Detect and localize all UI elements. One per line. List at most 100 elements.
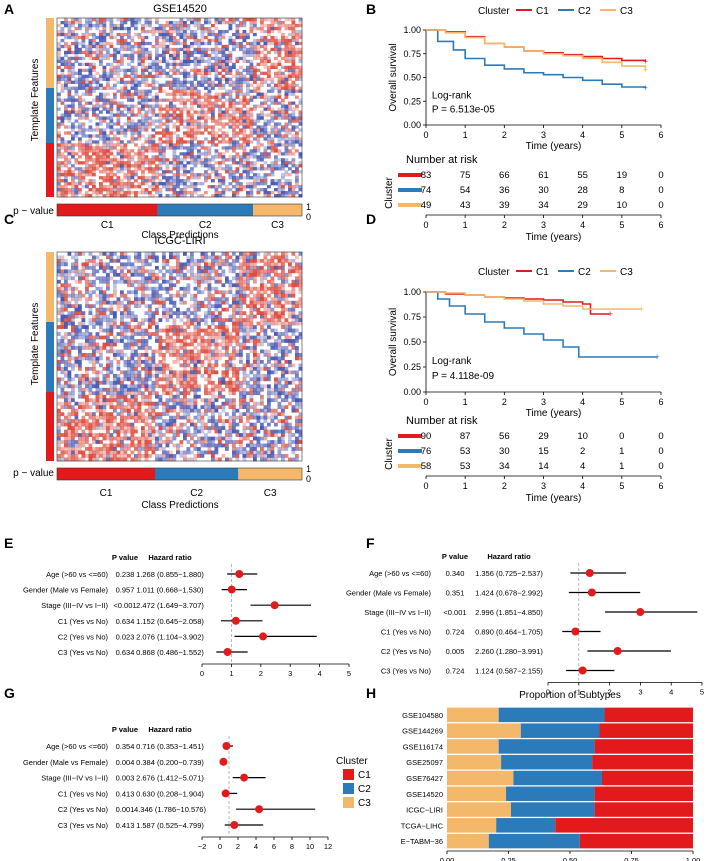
heatmap-cell bbox=[141, 276, 145, 281]
heatmap-cell bbox=[155, 44, 159, 49]
heatmap-cell bbox=[186, 349, 191, 354]
heatmap-cell bbox=[281, 349, 285, 354]
heatmap-cell bbox=[64, 158, 68, 162]
heatmap-cell bbox=[228, 356, 233, 361]
heatmap-cell bbox=[169, 41, 173, 46]
heatmap-cell bbox=[214, 56, 219, 61]
heatmap-cell bbox=[274, 56, 278, 61]
heatmap-cell bbox=[267, 173, 271, 177]
heatmap-cell bbox=[92, 32, 96, 37]
heatmap-cell bbox=[291, 35, 296, 40]
heatmap-cell bbox=[120, 113, 124, 117]
heatmap-cell bbox=[151, 173, 156, 177]
heatmap-cell bbox=[179, 346, 184, 350]
heatmap-cell bbox=[92, 335, 96, 340]
heatmap-cell bbox=[211, 32, 215, 37]
heatmap-cell bbox=[60, 26, 65, 31]
heatmap-cell bbox=[144, 279, 149, 284]
heatmap-cell bbox=[144, 110, 149, 114]
heatmap-cell bbox=[120, 47, 124, 52]
heatmap-cell bbox=[155, 20, 159, 25]
heatmap-cell bbox=[232, 265, 236, 270]
heatmap-cell bbox=[270, 170, 275, 174]
heatmap-cell bbox=[151, 161, 156, 165]
heatmap-cell bbox=[155, 384, 159, 389]
heatmap-cell bbox=[204, 113, 208, 117]
heatmap-cell bbox=[197, 38, 201, 43]
heatmap-cell bbox=[204, 255, 208, 260]
heatmap-cell bbox=[197, 149, 201, 153]
heatmap-cell bbox=[92, 384, 96, 389]
heatmap-cell bbox=[60, 170, 65, 174]
heatmap-cell bbox=[190, 74, 194, 78]
heatmap-cell bbox=[151, 380, 156, 385]
heatmap-cell bbox=[186, 119, 191, 123]
heatmap-cell bbox=[228, 342, 233, 347]
heatmap-cell bbox=[267, 384, 271, 389]
heatmap-cell bbox=[137, 325, 142, 329]
heatmap-cell bbox=[179, 300, 184, 305]
heatmap-cell bbox=[295, 65, 299, 70]
heatmap-cell bbox=[295, 255, 299, 260]
heatmap-cell bbox=[102, 297, 107, 302]
heatmap-cell bbox=[81, 314, 86, 319]
heatmap-cell bbox=[200, 95, 205, 99]
heatmap-cell bbox=[130, 265, 135, 270]
heatmap-cell bbox=[165, 137, 170, 141]
heatmap-cell bbox=[148, 304, 152, 309]
heatmap-cell bbox=[249, 50, 254, 55]
heatmap-cell bbox=[183, 300, 187, 305]
heatmap-cell bbox=[162, 146, 166, 150]
heatmap-cell bbox=[214, 258, 219, 263]
heatmap-cell bbox=[95, 359, 100, 364]
heatmap-cell bbox=[274, 146, 278, 150]
heatmap-cell bbox=[270, 164, 275, 168]
heatmap-cell bbox=[225, 47, 229, 52]
heatmap-cell bbox=[123, 146, 128, 150]
heatmap-cell bbox=[155, 297, 159, 302]
heatmap-cell bbox=[176, 380, 180, 385]
heatmap-cell bbox=[176, 161, 180, 165]
heatmap-cell bbox=[127, 182, 131, 186]
heatmap-cell bbox=[256, 339, 261, 343]
heatmap-cell bbox=[169, 137, 173, 141]
heatmap-cell bbox=[81, 149, 86, 153]
heatmap-cell bbox=[235, 35, 240, 40]
heatmap-cell bbox=[179, 339, 184, 343]
heatmap-cell bbox=[60, 387, 65, 392]
heatmap-cell bbox=[134, 279, 138, 284]
heatmap-cell bbox=[253, 50, 257, 55]
heatmap-cell bbox=[284, 164, 289, 168]
heatmap-cell bbox=[200, 41, 205, 46]
heatmap-cell bbox=[235, 258, 240, 263]
heatmap-cell bbox=[85, 332, 89, 336]
heatmap-cell bbox=[74, 77, 79, 81]
heatmap-cell bbox=[130, 342, 135, 347]
heatmap-cell bbox=[130, 86, 135, 90]
heatmap-cell bbox=[71, 164, 75, 168]
heatmap-cell bbox=[260, 104, 264, 108]
heatmap-cell bbox=[64, 276, 68, 281]
heatmap-cell bbox=[71, 185, 75, 189]
heatmap-cell bbox=[71, 35, 75, 40]
heatmap-cell bbox=[113, 98, 117, 102]
heatmap-cell bbox=[186, 391, 191, 396]
heatmap-cell bbox=[239, 89, 243, 93]
heatmap-cell bbox=[204, 349, 208, 354]
heatmap-cell bbox=[165, 342, 170, 347]
heatmap-cell bbox=[99, 119, 103, 123]
heatmap-cell bbox=[67, 32, 72, 37]
heatmap-cell bbox=[71, 95, 75, 99]
heatmap-cell bbox=[256, 300, 261, 305]
heatmap-cell bbox=[284, 146, 289, 150]
heatmap-cell bbox=[176, 119, 180, 123]
heatmap-cell bbox=[207, 158, 212, 162]
heatmap-cell bbox=[225, 146, 229, 150]
heatmap-cell bbox=[235, 300, 240, 305]
heatmap-cell bbox=[288, 311, 292, 315]
heatmap-cell bbox=[179, 89, 184, 93]
heatmap-cell bbox=[88, 179, 93, 183]
heatmap-cell bbox=[78, 293, 82, 298]
heatmap-cell bbox=[281, 304, 285, 309]
heatmap-cell bbox=[71, 191, 75, 195]
